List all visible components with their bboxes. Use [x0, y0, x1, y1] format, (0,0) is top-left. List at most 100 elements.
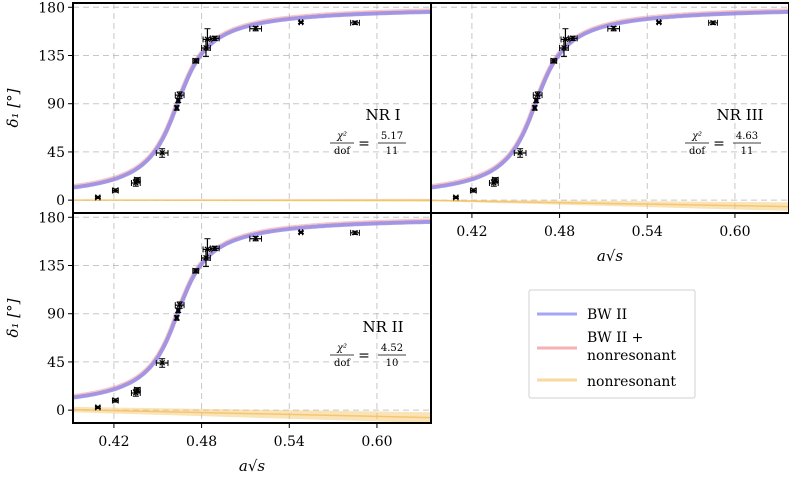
y-tick-label: 90 [47, 97, 65, 113]
data-point: ✕ [130, 179, 141, 189]
panel-plot-area: ✕✕✕✕✕✕✕✕✕✕✕ ✕✕✕ ✕ [431, 3, 789, 213]
data-point: ✕ [350, 229, 360, 239]
data-point: ✕ [155, 358, 169, 369]
point-marker: ✕ [173, 104, 181, 114]
data-point: ✕ [492, 176, 500, 186]
nonresonant-line [431, 199, 789, 208]
bw-curve [73, 9, 431, 190]
chi2-lhs-num: χ² [691, 131, 702, 142]
y-tick-label: 90 [47, 307, 65, 323]
point-marker: ✕ [610, 25, 618, 35]
x-tick-label: 0.60 [719, 224, 750, 240]
data-point: ✕ [708, 19, 718, 29]
y-tick-label: 0 [56, 403, 65, 419]
point-marker: ✕ [94, 193, 102, 203]
point-marker: ✕ [709, 19, 717, 29]
data-point: ✕ [607, 25, 620, 35]
data-point: ✕ [112, 397, 120, 407]
panel-nr-iii: ✕✕✕✕✕✕✕✕✕✕✕ ✕✕✕ ✕ 0.42 0.48 0.54 0.60 a√s NR III… [430, 2, 789, 265]
x-tick-label: 0.54 [632, 224, 663, 240]
point-marker: ✕ [562, 35, 570, 45]
x-tick-label: 0.54 [274, 434, 305, 450]
point-marker: ✕ [202, 254, 210, 264]
data-point: ✕ [173, 104, 181, 114]
data-point: ✕ [532, 91, 543, 101]
y-tick-label: 45 [47, 145, 65, 161]
y-axis-label: δ₁ [°] [4, 88, 22, 127]
chi2-lhs-den: dof [689, 146, 706, 157]
y-tick-label: 135 [38, 259, 65, 275]
data-point: ✕ [297, 18, 305, 28]
x-tick-label: 0.42 [98, 434, 129, 450]
point-marker: ✕ [112, 187, 120, 197]
chi2-lhs-num: χ² [336, 343, 347, 354]
chi2-value-num: 4.63 [736, 131, 758, 142]
panel-title: NR I [365, 106, 400, 124]
x-tick-label: 0.48 [544, 224, 575, 240]
legend-box [528, 289, 696, 399]
panel-frame [430, 2, 789, 214]
chi2-lhs-num: χ² [336, 131, 347, 142]
data-point: ✕ [155, 148, 169, 159]
data-point: ✕ [249, 25, 262, 35]
data-point: ✕ [209, 244, 220, 254]
point-marker: ✕ [569, 34, 577, 44]
point-marker: ✕ [490, 179, 498, 189]
x-tick-label: 0.42 [456, 224, 487, 240]
bw-curve [73, 219, 431, 400]
data-point: ✕ [192, 267, 200, 277]
point-marker: ✕ [176, 301, 184, 311]
point-marker: ✕ [174, 307, 182, 317]
point-marker: ✕ [211, 34, 219, 44]
chi2-equals: = [358, 348, 370, 364]
chi2-value-num: 4.52 [381, 343, 403, 354]
data-point: ✕ [249, 235, 262, 245]
nonresonant-line [73, 408, 431, 419]
point-marker: ✕ [297, 18, 305, 28]
point-marker: ✕ [173, 314, 181, 324]
point-marker: ✕ [134, 386, 142, 396]
chi2-lhs-den: dof [334, 358, 351, 369]
point-marker: ✕ [252, 25, 260, 35]
panel-frame [72, 212, 432, 424]
legend-label-bw-nr: BW II + [587, 330, 643, 346]
point-marker: ✕ [516, 149, 524, 159]
legend-label-bw: BW II [587, 307, 627, 323]
data-point: ✕ [209, 34, 220, 44]
point-marker: ✕ [158, 149, 166, 159]
data-point: ✕ [550, 57, 558, 67]
point-marker: ✕ [192, 57, 200, 67]
x-tick-label: 0.48 [186, 434, 217, 450]
data-point: ✕ [513, 148, 527, 159]
point-marker: ✕ [351, 19, 359, 29]
data-point: ✕ [134, 386, 142, 396]
chi2-value-den: 11 [386, 146, 399, 157]
y-tick-label: 180 [38, 210, 65, 226]
data-point: ✕ [531, 104, 539, 114]
data-point: ✕ [134, 176, 142, 186]
point-marker: ✕ [297, 228, 305, 238]
panel-title: NR II [362, 318, 403, 336]
point-marker: ✕ [202, 44, 210, 54]
point-marker: ✕ [192, 267, 200, 277]
y-axis-label: δ₁ [°] [4, 298, 22, 337]
point-marker: ✕ [550, 57, 558, 67]
chi2-value-den: 10 [386, 358, 399, 369]
data-point: ✕ [174, 301, 185, 311]
point-marker: ✕ [252, 235, 260, 245]
legend-label-bw-nr-2: nonresonant [587, 348, 676, 364]
point-marker: ✕ [204, 35, 212, 45]
chi2-equals: = [713, 136, 725, 152]
data-point: ✕ [452, 193, 460, 203]
panel-plot-area: ✕✕✕✕✕✕✕✕✕✕✕ ✕✕✕ ✕ [73, 213, 431, 423]
data-point: ✕ [470, 187, 478, 197]
panel-title: NR III [717, 106, 764, 124]
point-marker: ✕ [470, 187, 478, 197]
legend: BW II BW II + nonresonant nonresonant [528, 289, 696, 399]
data-point: ✕ [297, 228, 305, 238]
point-marker: ✕ [132, 389, 140, 399]
data-point: ✕ [532, 97, 540, 107]
data-point: ✕ [112, 187, 120, 197]
y-tick-label: 180 [38, 0, 65, 16]
